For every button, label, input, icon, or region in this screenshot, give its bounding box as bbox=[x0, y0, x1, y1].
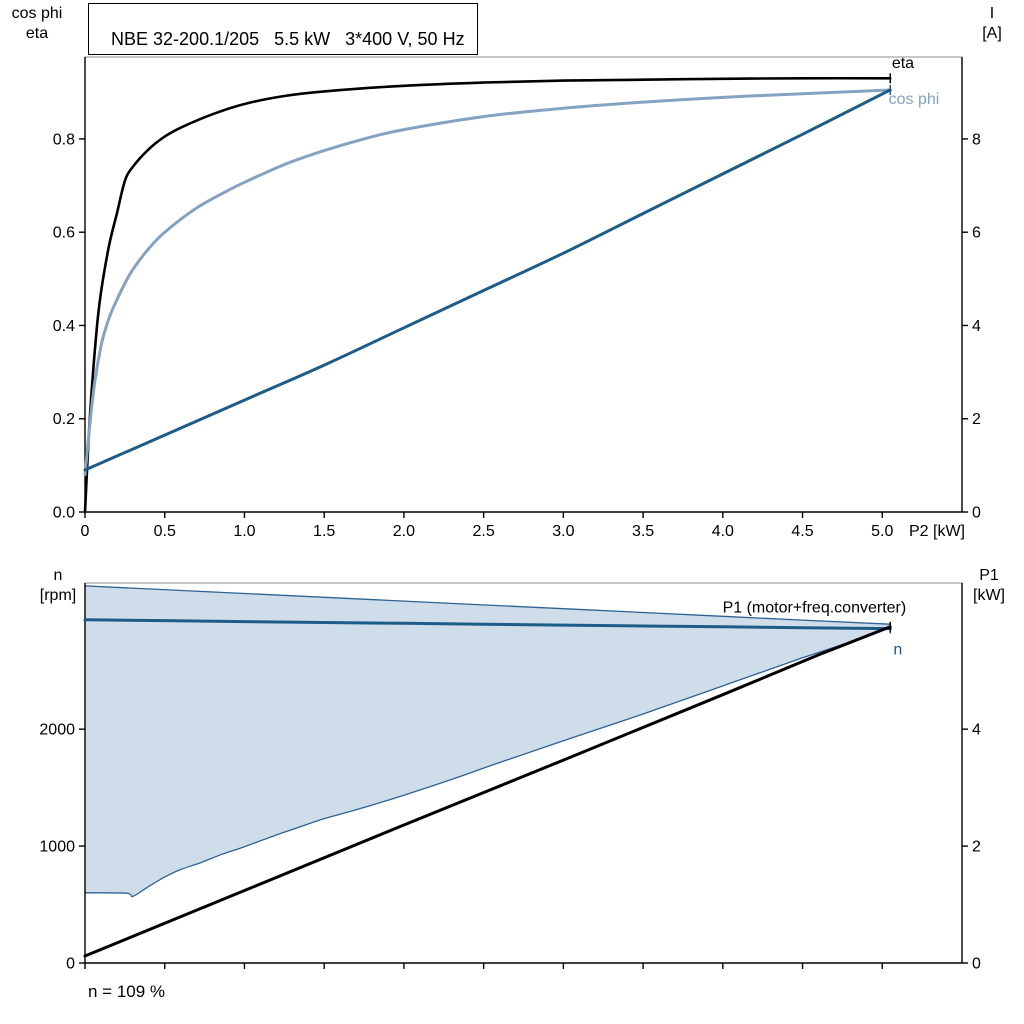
x-tick-label: 3.0 bbox=[552, 523, 574, 540]
y-right-tick-label: 4 bbox=[972, 318, 981, 335]
cos-phi-axis-label: cos phi bbox=[11, 5, 63, 22]
top-chart-left-axis-title: cos phi eta bbox=[2, 4, 72, 45]
chart-title-box: NBE 32-200.1/205 5.5 kW 3*400 V, 50 Hz bbox=[88, 3, 478, 55]
x-tick-label: 2.0 bbox=[393, 523, 415, 540]
x-tick-label: 1.5 bbox=[313, 523, 335, 540]
x-tick-label: 1.0 bbox=[233, 523, 255, 540]
annotation-eta: eta bbox=[892, 55, 914, 72]
plot-frame bbox=[84, 56, 963, 513]
bottom-chart-right-axis-title: P1 [kW] bbox=[960, 566, 1018, 607]
x-tick-label: 4.5 bbox=[791, 523, 813, 540]
chart-title: NBE 32-200.1/205 5.5 kW 3*400 V, 50 Hz bbox=[111, 29, 465, 49]
input-power-axis-label: P1 bbox=[979, 567, 999, 584]
y-left-tick-label: 1000 bbox=[39, 839, 75, 856]
speed-axis-label: n bbox=[53, 567, 63, 584]
speed-control-range-lower-edge bbox=[84, 625, 891, 898]
efficiency-current-chart: 0 0.5 1.0 1.5 2.0 2.5 3.0 3.5 4.0 4.5 5.0 P2 [kW] 0.… bbox=[53, 55, 981, 540]
speed-n-curve bbox=[83, 618, 892, 631]
x-axis-unit-label: P2 [kW] bbox=[909, 523, 965, 540]
top-chart-right-axis-title: I [A] bbox=[964, 4, 1020, 45]
y-right-tick-label: 4 bbox=[972, 722, 981, 739]
current-axis-label: I bbox=[989, 5, 995, 22]
bottom-chart-left-axis-title: n [rpm] bbox=[26, 566, 90, 607]
y-right-tick-label: 2 bbox=[972, 411, 981, 428]
y-left-tick-label: 0.8 bbox=[53, 131, 75, 148]
speed-percentage-note: n = 109 % bbox=[88, 982, 166, 1001]
speed-unit-label: [rpm] bbox=[39, 587, 77, 605]
y-left-tick-label: 0 bbox=[66, 956, 75, 973]
speed-power-chart: 0 1000 2000 0 2 4 P1 (motor+freq.converter) n bbox=[39, 582, 981, 973]
eta-axis-label: eta bbox=[25, 25, 49, 43]
y-left-tick-label: 0.0 bbox=[53, 505, 75, 522]
annotation-n: n bbox=[893, 642, 902, 659]
cos-phi-curve bbox=[83, 88, 892, 477]
y-right-tick-label: 0 bbox=[972, 505, 981, 522]
x-tick-label: 0.5 bbox=[154, 523, 176, 540]
y-right-tick-label: 0 bbox=[972, 956, 981, 973]
y-right-tick-label: 2 bbox=[972, 839, 981, 856]
x-tick-label: 2.5 bbox=[473, 523, 495, 540]
input-power-unit-label: [kW] bbox=[973, 587, 1005, 605]
annotation-p1-motor-freq-converter-: P1 (motor+freq.converter) bbox=[723, 600, 907, 617]
speed-control-range-fill bbox=[85, 585, 891, 897]
y-right-tick-label: 6 bbox=[972, 225, 981, 242]
annotation-cos-phi: cos phi bbox=[889, 91, 940, 108]
speed-control-range-upper-edge bbox=[84, 585, 891, 625]
current-I-curve bbox=[83, 88, 892, 472]
y-right-tick-label: 8 bbox=[972, 131, 981, 148]
y-left-tick-label: 0.2 bbox=[53, 411, 75, 428]
y-left-tick-label: 2000 bbox=[39, 722, 75, 739]
x-tick-label: 3.5 bbox=[632, 523, 654, 540]
x-tick-label: 5.0 bbox=[871, 523, 893, 540]
eta-curve bbox=[83, 76, 892, 514]
y-left-tick-label: 0.4 bbox=[53, 318, 75, 335]
current-unit-label: [A] bbox=[982, 25, 1002, 43]
x-tick-label: 4.0 bbox=[712, 523, 734, 540]
x-tick-label: 0 bbox=[81, 523, 90, 540]
input-power-P1-curve bbox=[83, 625, 892, 958]
y-left-tick-label: 0.6 bbox=[53, 225, 75, 242]
